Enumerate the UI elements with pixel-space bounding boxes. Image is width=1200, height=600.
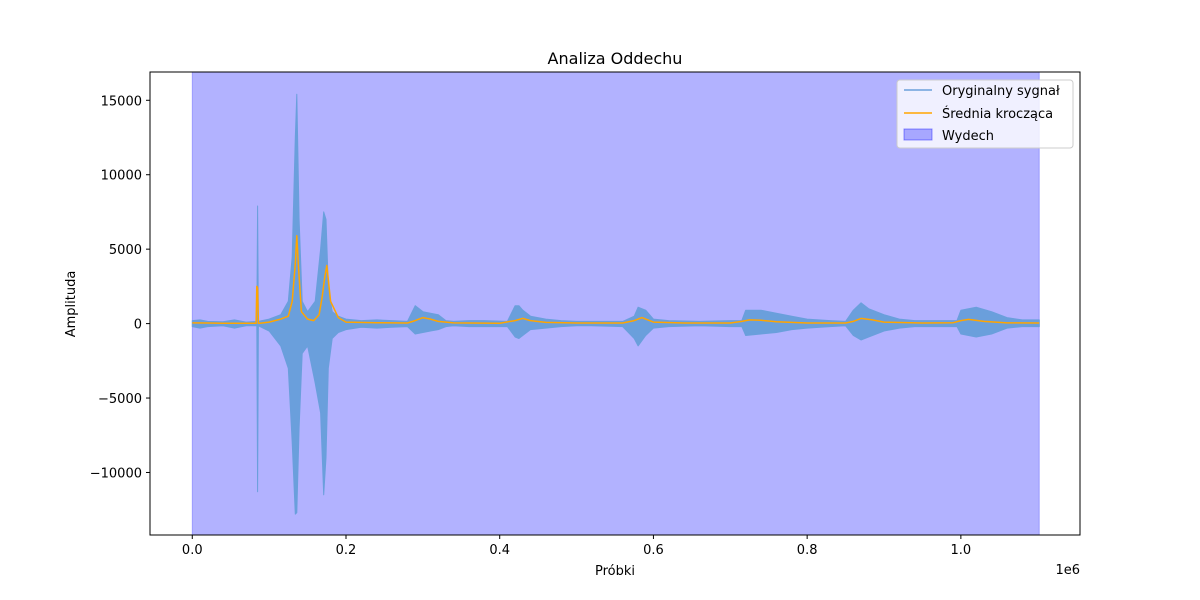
x-axis-label: Próbki — [595, 564, 635, 579]
y-tick-label-2: 0 — [134, 318, 142, 333]
y-tick-label-5: 15000 — [101, 94, 142, 109]
x-tick-label-1: 0.2 — [336, 543, 357, 558]
region-layer — [191, 71, 1040, 536]
plot-frame — [149, 71, 1081, 536]
exhale-region-0 — [191, 71, 1040, 536]
legend-label-moving-average: Średnia krocząca — [942, 106, 1053, 122]
x-tick-label-2: 0.4 — [489, 543, 510, 558]
y-tick-label-1: −5000 — [98, 392, 142, 407]
legend-label-original-signal: Oryginalny sygnał — [942, 84, 1060, 99]
x-offset-label: 1e6 — [1055, 563, 1080, 578]
y-tick-label-0: −10000 — [90, 466, 142, 481]
series-layer — [191, 93, 1040, 515]
x-tick-label-4: 0.8 — [797, 543, 818, 558]
axes-layer: 0.0 0.2 0.4 0.6 0.8 1.0 −10000 −5000 0 5000 10000 1… — [90, 71, 1081, 558]
series-original-signal — [191, 93, 1040, 515]
chart-title: Analiza Oddechu — [548, 49, 683, 68]
legend: Oryginalny sygnał Średnia krocząca Wydec… — [896, 79, 1074, 149]
x-tick-label-3: 0.6 — [643, 543, 664, 558]
y-tick-label-4: 10000 — [101, 169, 142, 184]
series-moving-average — [192, 235, 1040, 325]
x-tick-label-5: 1.0 — [951, 543, 972, 558]
x-tick-label-0: 0.0 — [182, 543, 203, 558]
legend-swatch-exhale — [903, 128, 933, 141]
legend-frame — [896, 79, 1074, 149]
legend-label-exhale: Wydech — [942, 129, 994, 144]
y-tick-label-3: 5000 — [109, 243, 142, 258]
y-axis-label: Amplituda — [64, 271, 79, 338]
